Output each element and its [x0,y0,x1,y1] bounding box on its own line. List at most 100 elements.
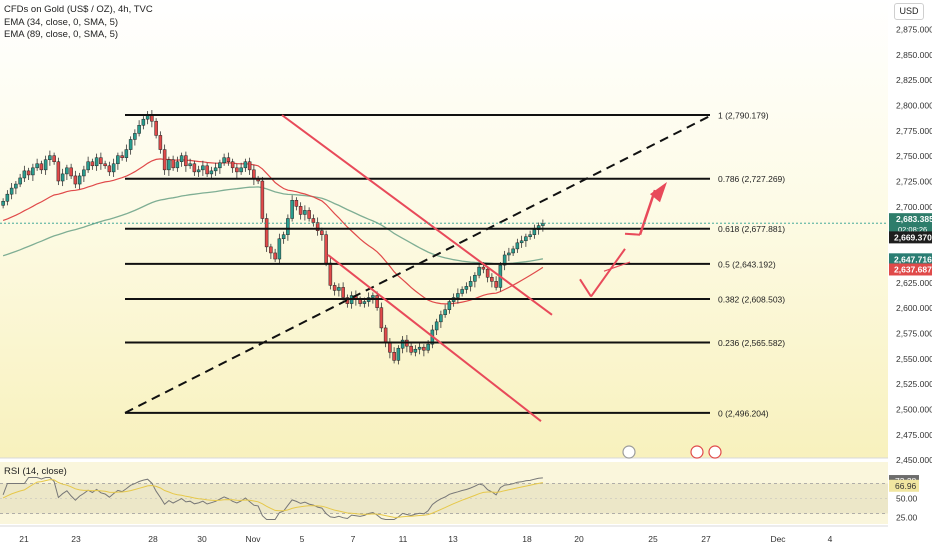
candle-body [103,163,107,167]
candle-body [315,222,320,231]
y-tick-label: 2,625.000 [896,278,932,288]
candle-body [124,149,129,158]
y-tick-label: 2,850.000 [896,50,932,60]
y-tick-label: 2,500.000 [896,405,932,415]
candle-body [502,254,507,266]
x-tick-label: 25 [648,534,658,544]
candle-body [14,183,18,189]
y-tick-label: 2,750.000 [896,151,932,161]
candle-body [468,281,473,287]
projection-flat [624,232,641,236]
x-tick-label: Dec [770,534,786,544]
fib-level-label: 0.5 (2,643.192) [718,259,776,269]
candle-body [396,347,401,361]
candle-body [192,163,197,173]
candle-body [422,346,426,351]
x-tick-label: 13 [448,534,458,544]
y-tick-label: 2,875.000 [896,25,932,35]
fib-level-label: 0.786 (2,727.269) [718,174,785,184]
candle-body [417,346,422,350]
candle-body [532,229,537,235]
candle-body [290,200,294,219]
y-tick-label: 2,725.000 [896,177,932,187]
candle-body [141,118,146,126]
candle-body [171,159,175,169]
candle-body [179,155,184,162]
indicator-ema34: EMA (34, close, 0, SMA, 5) [4,16,119,28]
candle-body [426,343,430,351]
price-label-box [889,263,932,276]
candle-body [154,120,158,136]
price-label-text: 2,669.370 [894,232,932,242]
rsi-line [2,477,543,520]
candle-body [298,206,303,215]
candle-body [443,309,447,316]
price-label-box [889,253,932,266]
candle-body [260,180,265,219]
x-tick-label: Nov [245,534,261,544]
candle-body [515,242,520,250]
candle-body [26,170,31,176]
candle-body [337,287,341,291]
candle-body [1,201,5,206]
countdown-text: 02:08:26 [898,225,927,234]
rsi-ma-line [2,479,543,518]
projection-arrow-head [650,182,667,203]
y-tick-label: 2,825.000 [896,75,932,85]
event-icon [708,445,722,459]
candle-body [150,114,154,122]
price-label-box [889,231,932,244]
projection-zigzag [590,248,626,298]
x-tick-label: 11 [399,534,408,544]
x-tick-label: 27 [701,534,711,544]
candle-body [90,161,95,167]
candle-body [196,169,201,173]
channel-upper-line [281,114,553,316]
candle-body [94,157,99,167]
candle-body [222,157,226,164]
candle-body [162,149,167,171]
candle-body [281,234,286,240]
y-tick-label: 2,450.000 [896,455,932,465]
candle-body [252,169,256,180]
x-tick-label: 20 [574,534,584,544]
candle-body [218,162,222,169]
candle-body [230,161,235,169]
x-tick-label: 5 [300,534,305,544]
candle-body [477,266,481,276]
candle-body [494,281,498,288]
y-tick-label: 2,475.000 [896,430,932,440]
price-label-text: 2,637.687 [894,264,932,274]
candle-body [22,170,27,179]
candle-body [541,223,545,226]
price-label-text: 2,647.716 [894,254,932,264]
event-icon [622,445,636,459]
y-tick-label: 2,800.000 [896,101,932,111]
x-tick-label: 18 [522,534,532,544]
candle-body [128,139,133,150]
rsi-value-text: 66.96 [895,481,917,491]
candle-body [362,301,367,304]
candle-body [205,165,209,175]
candle-body [303,210,307,215]
x-tick-label: 30 [197,534,207,544]
candle-body [52,155,56,162]
candle-body [332,285,337,291]
candle-body [528,234,532,237]
candle-body [371,295,375,298]
candle-body [120,155,124,158]
candle-body [247,161,252,171]
candle-body [413,348,418,353]
candle-body [86,161,90,171]
candle-body [511,248,515,254]
candle-body [226,157,231,162]
candle-body [269,246,273,254]
currency-selector[interactable]: USD [894,3,924,20]
y-tick-label: 2,775.000 [896,126,932,136]
candle-body [375,295,379,308]
candle-body [519,240,524,244]
candle-body [158,135,163,150]
candle-body [507,252,511,256]
ema89-line [2,186,544,265]
